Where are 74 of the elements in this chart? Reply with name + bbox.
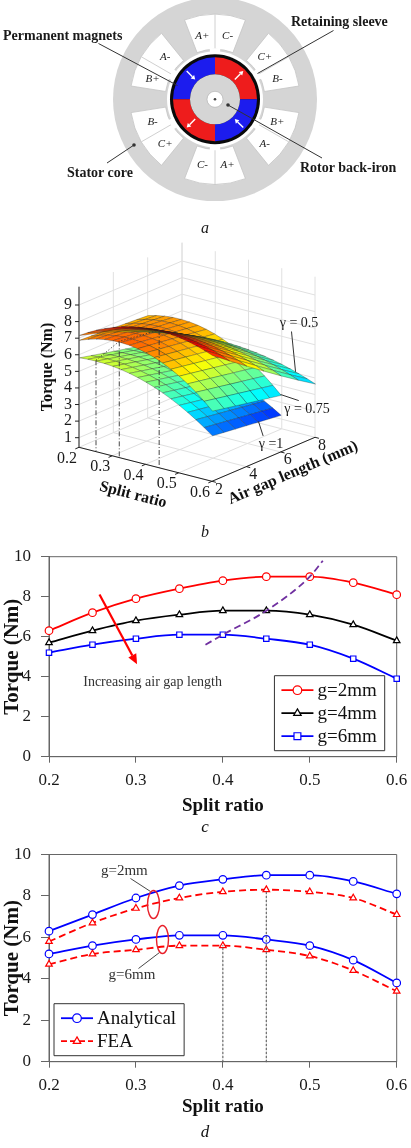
y-tick-label: 8 <box>22 885 31 905</box>
y-tick-label: 4 <box>22 666 32 686</box>
text: 2 <box>215 479 223 497</box>
text: γ = 0.75 <box>283 400 330 416</box>
x-tick-label: 0.3 <box>125 770 147 790</box>
x-tick-label: 0.4 <box>212 770 234 790</box>
legend-label: Analytical <box>97 1007 177 1029</box>
text: Retaining sleeve <box>291 14 388 30</box>
text: Torque (Nm) <box>38 322 57 412</box>
text: γ =1 <box>257 435 284 451</box>
text: γ = 0.5 <box>278 314 319 330</box>
legend-label: FEA <box>97 1030 134 1052</box>
y-tick-label: 0 <box>22 1051 31 1071</box>
x-tick-label: 0.2 <box>38 770 60 790</box>
text: 1 <box>64 427 72 445</box>
text: B- <box>147 114 158 127</box>
text: 5 <box>64 361 72 379</box>
x-tick-label: 0.2 <box>38 1075 60 1095</box>
y-tick-label: 6 <box>22 926 31 946</box>
text: b <box>201 523 209 541</box>
y-tick-label: 6 <box>22 626 31 646</box>
text: B+ <box>270 114 285 127</box>
y-axis-title: Torque (Nm) <box>0 598 24 715</box>
text: 7 <box>64 328 72 346</box>
text: C- <box>222 28 234 41</box>
text: d <box>200 1122 210 1142</box>
text: 4 <box>249 464 258 482</box>
text: A- <box>159 50 171 62</box>
text: C+ <box>157 136 173 149</box>
y-tick-label: 2 <box>22 706 31 726</box>
text: 0.5 <box>156 474 177 491</box>
text: 4 <box>64 378 72 396</box>
y-tick-label: 4 <box>22 968 32 988</box>
legend-label: g=6mm <box>317 725 377 747</box>
text: Stator core <box>67 165 133 181</box>
text: Permanent magnets <box>3 28 123 44</box>
text: c <box>201 817 210 837</box>
text: Rotor back-iron <box>300 160 397 176</box>
y-tick-label: 10 <box>14 843 31 863</box>
text: 3 <box>64 394 72 412</box>
text: 0.3 <box>90 457 111 474</box>
x-tick-label: 0.6 <box>386 1075 408 1095</box>
annotation: g=6mm <box>108 966 156 983</box>
x-tick-label: 0.3 <box>125 1075 147 1095</box>
text: 8 <box>64 311 72 329</box>
legend-label: g=2mm <box>317 679 377 701</box>
x-tick-label: 0.5 <box>299 1075 321 1095</box>
legend-label: g=4mm <box>317 702 377 724</box>
y-tick-label: 0 <box>22 746 31 766</box>
text: A+ <box>195 28 210 41</box>
text: B+ <box>145 71 160 84</box>
text: A- <box>259 136 270 149</box>
text: 0.6 <box>190 482 210 500</box>
text: 0.2 <box>57 448 77 466</box>
annotation: g=2mm <box>100 862 149 879</box>
text: C+ <box>257 50 273 62</box>
x-tick-label: 0.4 <box>212 1075 234 1095</box>
x-axis-title: Split ratio <box>181 1094 264 1116</box>
text: C- <box>196 158 208 171</box>
text: 6 <box>64 344 72 362</box>
text: 2 <box>64 411 72 429</box>
text: 9 <box>64 295 72 313</box>
text: a <box>201 219 209 237</box>
x-axis-title: Split ratio <box>181 793 264 815</box>
x-tick-label: 0.6 <box>386 770 408 790</box>
text: B- <box>272 71 283 84</box>
x-tick-label: 0.5 <box>299 770 321 790</box>
y-tick-label: 2 <box>22 1009 31 1029</box>
text: A+ <box>220 158 235 171</box>
y-tick-label: 8 <box>22 586 31 606</box>
y-tick-label: 10 <box>14 546 31 566</box>
annotation: Increasing air gap length <box>83 673 223 689</box>
text: 0.4 <box>123 465 144 483</box>
y-axis-title: Torque (Nm) <box>0 900 24 1017</box>
